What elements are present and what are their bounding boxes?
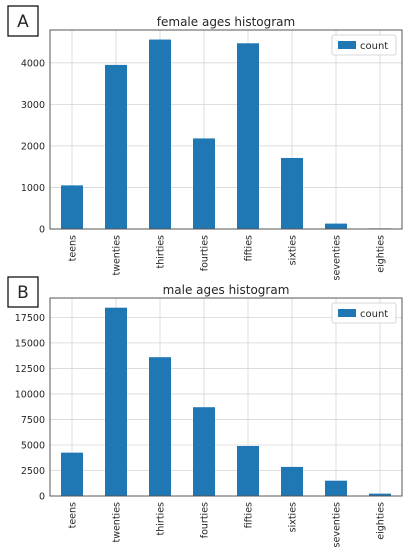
- x-tick-label: teens: [68, 235, 79, 261]
- x-tick-label: twenties: [112, 502, 123, 543]
- x-tick-label: seventies: [332, 502, 343, 547]
- chart-title: male ages histogram: [163, 283, 290, 297]
- bar-fifties: [237, 43, 259, 229]
- x-tick-label: sixties: [288, 235, 299, 265]
- x-tick-label: eighties: [376, 235, 387, 273]
- y-tick-label: 0: [39, 492, 45, 503]
- y-tick-label: 7500: [21, 415, 45, 426]
- legend-swatch: [338, 309, 356, 317]
- bar-fourties: [193, 138, 215, 229]
- plot-frame: [49, 297, 403, 497]
- bar-thirties: [149, 39, 171, 229]
- bar-fifties: [237, 445, 259, 496]
- bar-sixties: [281, 157, 303, 229]
- y-tick-label: 2500: [21, 466, 45, 477]
- x-tick-label: sixties: [288, 502, 299, 532]
- y-tick-label: 4000: [21, 58, 45, 69]
- panel-label: B: [17, 283, 29, 303]
- y-tick-label: 5000: [21, 440, 45, 451]
- x-tick-label: fourties: [200, 502, 211, 538]
- x-tick-label: thirties: [156, 502, 167, 536]
- legend-label: count: [360, 41, 388, 52]
- bar-fourties: [193, 407, 215, 496]
- y-tick-label: 17500: [15, 313, 45, 324]
- chart-title: female ages histogram: [157, 15, 295, 29]
- y-tick-label: 15000: [15, 338, 45, 349]
- x-tick-label: teens: [68, 502, 79, 528]
- panel-label: A: [17, 12, 29, 32]
- bar-eighties: [369, 493, 391, 496]
- plot-frame: [49, 29, 403, 230]
- x-tick-label: seventies: [332, 235, 343, 280]
- panel-label-box: [7, 5, 39, 37]
- y-tick-label: 12500: [15, 364, 45, 375]
- y-tick-label: 0: [39, 225, 45, 236]
- x-tick-label: fifties: [244, 235, 255, 261]
- bar-sixties: [281, 466, 303, 496]
- bar-seventies: [325, 223, 347, 229]
- panel-label-box: [7, 276, 39, 308]
- bar-twenties: [105, 307, 127, 496]
- x-tick-label: eighties: [376, 502, 387, 540]
- y-tick-label: 10000: [15, 389, 45, 400]
- bar-twenties: [105, 64, 127, 229]
- legend-label: count: [360, 309, 388, 320]
- legend-box: [331, 302, 397, 324]
- bar-teens: [61, 452, 83, 496]
- bar-teens: [61, 185, 83, 229]
- x-tick-label: thirties: [156, 235, 167, 269]
- y-tick-label: 2000: [21, 141, 45, 152]
- x-tick-label: fifties: [244, 502, 255, 528]
- bar-thirties: [149, 357, 171, 496]
- bar-seventies: [325, 480, 347, 496]
- x-tick-label: fourties: [200, 235, 211, 271]
- legend-box: [331, 34, 397, 56]
- y-tick-label: 3000: [21, 100, 45, 111]
- x-tick-label: twenties: [112, 235, 123, 276]
- legend-swatch: [338, 41, 356, 49]
- y-tick-label: 1000: [21, 183, 45, 194]
